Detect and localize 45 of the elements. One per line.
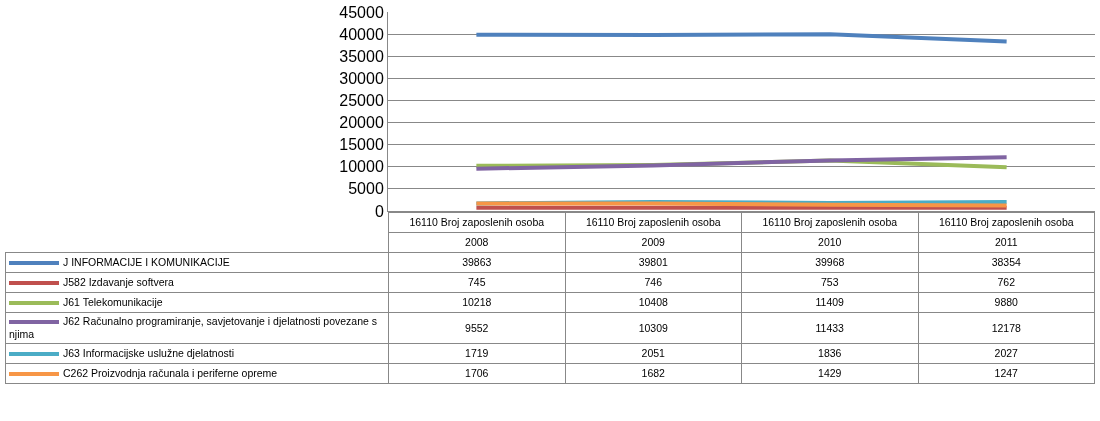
data-label: 39968: [741, 252, 918, 273]
y-tick-label: 15000: [339, 136, 384, 154]
data-label: 2051: [565, 343, 742, 364]
data-label: 39863: [388, 252, 565, 273]
line-series: [474, 32, 1009, 44]
y-tick-label: 5000: [348, 180, 384, 198]
text: J62 Računalno programiranje, savjetovanje i djelatnosti povezane s njima: [9, 315, 378, 340]
data-label: 1247: [918, 363, 1095, 384]
data-label: 1429: [741, 363, 918, 384]
data-label: 10408: [565, 292, 742, 313]
y-tick-label: 45000: [339, 3, 384, 21]
y-tick-label: 0: [374, 202, 384, 220]
data-label: 1706: [388, 363, 565, 384]
y-tick-label: 25000: [339, 92, 384, 110]
legend-label: J582 Izdavanje softvera: [63, 276, 174, 288]
data-label: 745: [388, 272, 565, 293]
data-label: 9880: [918, 292, 1095, 313]
data-label: 12178: [918, 312, 1095, 344]
y-tick-label: 20000: [339, 114, 384, 132]
data-label: 1719: [388, 343, 565, 364]
legend-label: C262 Proizvodnja računala i periferne opreme: [63, 367, 278, 379]
data-label: 746: [565, 272, 742, 293]
data-label: 1682: [565, 363, 742, 384]
legend-label: J61 Telekomunikacije: [63, 296, 163, 308]
data-label: 762: [918, 272, 1095, 293]
category-label: 16110 Broj zaposlenih osoba 2008: [409, 216, 545, 248]
category-label: 16110 Broj zaposlenih osoba 2009: [585, 216, 721, 248]
data-label: 2027: [918, 343, 1095, 364]
legend-label: J INFORMACIJE I KOMUNIKACIJE: [63, 256, 230, 268]
data-label: 39801: [565, 252, 742, 273]
category-label: 16110 Broj zaposlenih osoba 2011: [938, 216, 1074, 248]
data-label: 10218: [388, 292, 565, 313]
data-label: 753: [741, 272, 918, 293]
y-tick-label: 35000: [339, 47, 384, 65]
data-label: 11409: [741, 292, 918, 313]
data-label: 11433: [741, 312, 918, 344]
category-label: 16110 Broj zaposlenih osoba 2010: [762, 216, 898, 248]
data-label: 10309: [565, 312, 742, 344]
legend-label: J63 Informacijske uslužne djelatnosti: [63, 347, 235, 359]
y-tick-label: 10000: [339, 158, 384, 176]
y-tick-label: 40000: [339, 25, 384, 43]
y-tick-label: 30000: [339, 69, 384, 87]
data-label: 1836: [741, 343, 918, 364]
data-label: 38354: [918, 252, 1095, 273]
data-label: 9552: [388, 312, 565, 344]
